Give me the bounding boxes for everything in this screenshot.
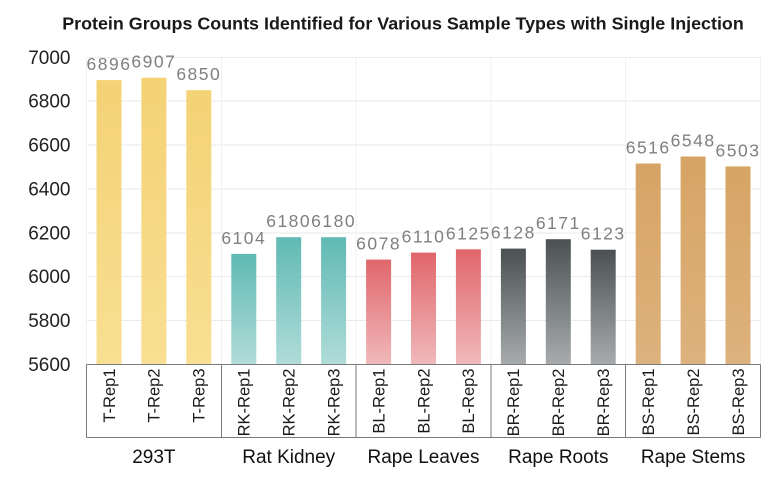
svg-text:7000: 7000 [28,48,70,69]
svg-text:RK-Rep1: RK-Rep1 [236,369,254,437]
svg-text:293T: 293T [132,447,176,468]
svg-text:BR-Rep3: BR-Rep3 [595,369,613,437]
svg-text:6000: 6000 [28,267,70,288]
svg-text:T-Rep3: T-Rep3 [191,369,209,423]
svg-text:6800: 6800 [28,92,70,113]
svg-text:Protein Groups Counts Identifi: Protein Groups Counts Identified for Var… [62,14,744,34]
svg-text:BR-Rep2: BR-Rep2 [550,369,568,437]
svg-text:5600: 5600 [28,355,70,376]
svg-text:6503: 6503 [716,140,761,160]
svg-text:6600: 6600 [28,136,70,157]
svg-text:T-Rep1: T-Rep1 [101,369,119,423]
svg-text:Rat Kidney: Rat Kidney [242,447,335,468]
svg-text:6110: 6110 [402,227,446,247]
svg-text:6548: 6548 [671,131,716,151]
svg-text:RK-Rep3: RK-Rep3 [325,369,343,437]
svg-text:6125: 6125 [446,223,491,243]
svg-text:Rape Leaves: Rape Leaves [368,447,480,468]
svg-text:BS-Rep3: BS-Rep3 [730,369,748,436]
svg-text:BR-Rep1: BR-Rep1 [505,369,523,437]
svg-text:BL-Rep3: BL-Rep3 [460,369,478,434]
svg-text:Rape Stems: Rape Stems [641,447,746,468]
svg-text:T-Rep2: T-Rep2 [146,369,164,423]
svg-text:Rape Roots: Rape Roots [508,447,608,468]
svg-text:6171: 6171 [536,213,581,233]
svg-text:5800: 5800 [28,311,70,332]
svg-text:6907: 6907 [131,52,176,72]
svg-text:6180: 6180 [266,211,311,231]
svg-text:BS-Rep1: BS-Rep1 [640,369,658,436]
svg-text:6123: 6123 [581,224,626,244]
svg-text:BL-Rep1: BL-Rep1 [370,369,388,434]
svg-text:6200: 6200 [28,223,70,244]
svg-text:6180: 6180 [311,211,356,231]
svg-text:6078: 6078 [356,234,401,254]
svg-text:RK-Rep2: RK-Rep2 [281,369,299,437]
svg-text:6104: 6104 [221,228,266,248]
svg-text:6516: 6516 [626,138,671,158]
svg-text:6850: 6850 [176,64,221,84]
svg-text:6400: 6400 [28,180,70,201]
svg-text:BL-Rep2: BL-Rep2 [415,369,433,434]
svg-text:BS-Rep2: BS-Rep2 [685,369,703,436]
svg-text:6128: 6128 [491,223,536,243]
svg-text:6896: 6896 [87,54,132,74]
